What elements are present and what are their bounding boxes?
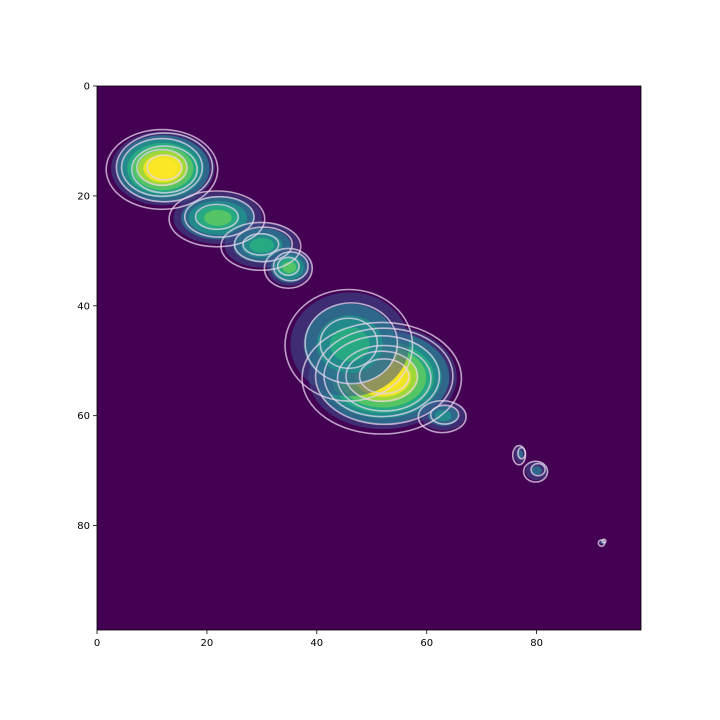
contour-line: [242, 232, 280, 256]
contour-line: [220, 221, 302, 272]
contour-central-shoulder: [284, 288, 414, 402]
y-tick-label: 80: [77, 521, 90, 532]
contour-middle-spot: [263, 247, 314, 290]
contour-line: [517, 446, 527, 460]
contour-line: [530, 462, 546, 477]
density-level: [249, 237, 275, 253]
x-axis: 0 20 40 60 80: [94, 630, 543, 649]
contour-layer: [105, 128, 607, 548]
contour-line: [146, 154, 183, 181]
contour-line: [272, 251, 309, 282]
contour-northwest-peak: [105, 128, 219, 211]
y-axis: 0 20 40 60 80: [77, 82, 97, 532]
contour-southeast-lobe: [417, 399, 467, 434]
contour-line: [120, 137, 204, 198]
contour-line: [345, 350, 419, 403]
contour-line: [319, 317, 379, 370]
contour-line: [194, 203, 240, 231]
contour-line: [263, 247, 314, 290]
contour-line: [314, 327, 454, 426]
plot-area: [96, 85, 642, 631]
contour-line: [276, 256, 300, 277]
y-tick-label: 40: [77, 301, 90, 312]
contour-line: [284, 288, 414, 402]
density-level: [434, 410, 452, 422]
contour-line: [522, 460, 549, 483]
density-level: [329, 326, 370, 362]
density-level: [531, 466, 542, 476]
contour-line: [601, 538, 607, 544]
density-level: [204, 209, 232, 226]
contour-northwest-ridge: [168, 190, 266, 248]
contour-islet-1: [511, 444, 527, 466]
density-blob-central-shoulder: [290, 292, 410, 397]
contour-line: [136, 148, 188, 187]
contour-line: [105, 128, 219, 211]
y-tick-label: 0: [84, 82, 90, 93]
x-tick-label: 80: [530, 638, 543, 649]
y-tick-label: 60: [77, 411, 90, 422]
contour-line: [417, 399, 467, 434]
x-tick-label: 20: [201, 638, 214, 649]
contour-islet-3: [597, 538, 607, 548]
plot-frame: [96, 85, 642, 631]
contour-line: [304, 302, 399, 385]
y-tick-label: 20: [77, 191, 90, 202]
contour-line: [233, 226, 293, 263]
x-tick-label: 0: [94, 638, 100, 649]
contour-middle-ridge: [220, 221, 302, 272]
x-tick-label: 60: [420, 638, 433, 649]
contour-line: [429, 404, 460, 425]
contour-line: [183, 195, 255, 238]
contour-line: [130, 145, 198, 194]
contour-line: [168, 190, 266, 248]
contour-islet-2: [522, 460, 549, 483]
density-level: [148, 158, 178, 179]
contour-line: [115, 132, 214, 203]
contour-line: [301, 321, 463, 435]
x-tick-label: 40: [310, 638, 323, 649]
contour-line: [336, 344, 432, 412]
contour-line: [358, 358, 410, 395]
